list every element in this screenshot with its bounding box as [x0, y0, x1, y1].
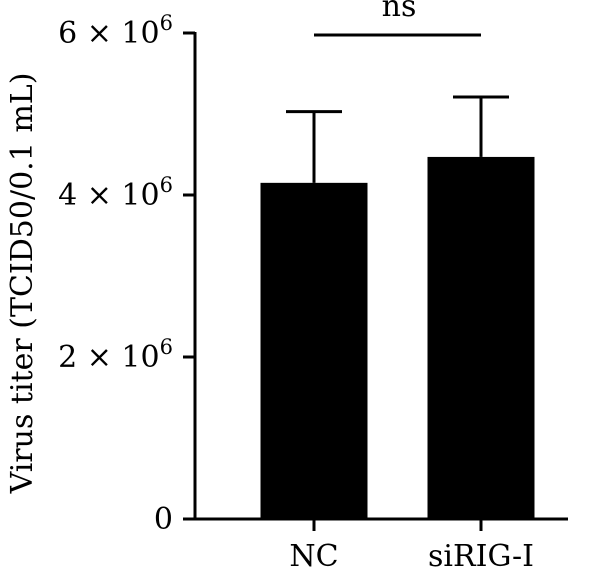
significance-label: ns	[382, 0, 417, 24]
y-tick-label: 2 × 106	[58, 335, 173, 375]
bars	[260, 95, 535, 519]
y-tick-label: 4 × 106	[58, 173, 173, 213]
y-axis-label: Virus titer (TCID50/0.1 mL)	[5, 73, 40, 495]
bar	[427, 156, 535, 519]
x-tick-label: NC	[289, 539, 338, 574]
bar	[260, 182, 368, 519]
y-tick-label: 6 × 106	[58, 11, 173, 51]
y-tick-label: 0	[154, 502, 173, 537]
x-tick-label: siRIG-I	[428, 539, 534, 574]
labels: Virus titer (TCID50/0.1 mL) ns 0 2 × 106 4…	[5, 0, 534, 574]
